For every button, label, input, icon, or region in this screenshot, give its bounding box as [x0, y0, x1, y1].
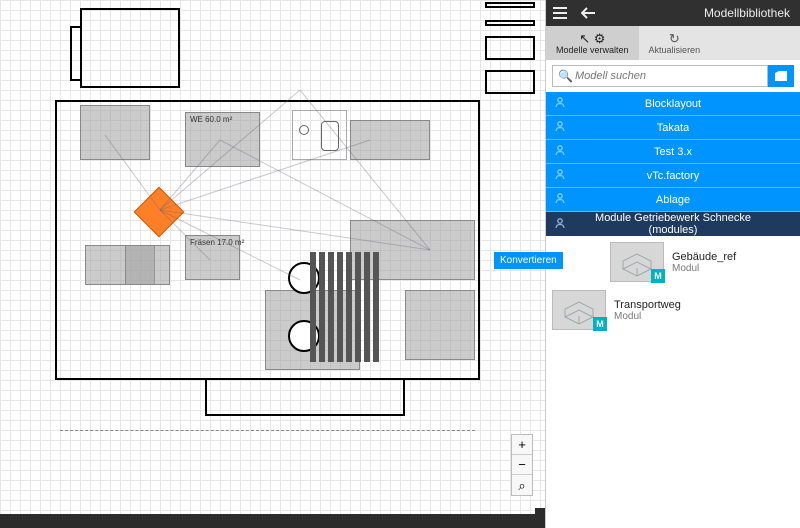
zone[interactable]: WE 60.0 m² — [185, 112, 260, 167]
user-icon — [546, 192, 574, 207]
sidebar: Modellbibliothek ↖ ⚙ Modelle verwalten ↻… — [545, 0, 800, 528]
category-list: Blocklayout Takata Test 3.x vTc.factory Abla… — [546, 92, 800, 236]
zone[interactable] — [405, 290, 475, 360]
model-type: Modul — [614, 311, 681, 322]
zoom-out-button[interactable]: − — [512, 455, 532, 475]
tab-refresh[interactable]: ↻ Aktualisieren — [639, 26, 711, 60]
sidebar-tabs: ↖ ⚙ Modelle verwalten ↻ Aktualisieren — [546, 26, 800, 60]
category-row[interactable]: Ablage — [546, 188, 800, 212]
zone[interactable] — [350, 120, 430, 160]
category-label: Ablage — [574, 194, 800, 206]
model-item[interactable]: KonvertierenMGebäude_refModul — [552, 242, 794, 282]
model-name: Gebäude_ref — [672, 251, 736, 263]
zone[interactable]: Fräsen 17.0 m² — [185, 235, 240, 280]
model-thumbnail: M — [610, 242, 664, 282]
user-icon — [546, 120, 574, 135]
model-badge: M — [593, 317, 607, 331]
model-thumbnail: M — [552, 290, 606, 330]
cursor-gear-icon: ↖ ⚙ — [579, 32, 605, 45]
zoom-fit-button[interactable]: ⌕ — [512, 475, 532, 495]
zone-label: Fräsen 17.0 m² — [190, 238, 244, 247]
model-type: Modul — [672, 263, 736, 274]
machine-row — [310, 252, 379, 362]
refresh-icon: ↻ — [669, 32, 680, 45]
parking-bay — [292, 110, 347, 160]
search-icon: 🔍 — [558, 69, 573, 83]
model-name: Transportweg — [614, 299, 681, 311]
category-label: vTc.factory — [574, 170, 800, 182]
search-bar: 🔍 — [546, 60, 800, 92]
zone[interactable] — [80, 105, 150, 160]
footer-bar — [0, 514, 545, 528]
tab-label: Modelle verwalten — [556, 45, 629, 55]
user-icon — [546, 168, 574, 183]
sidebar-titlebar: Modellbibliothek — [546, 0, 800, 26]
tab-label: Aktualisieren — [649, 45, 701, 55]
category-row[interactable]: vTc.factory — [546, 164, 800, 188]
category-label: Test 3.x — [574, 146, 800, 158]
tab-manage-models[interactable]: ↖ ⚙ Modelle verwalten — [546, 26, 639, 60]
category-row[interactable]: Blocklayout — [546, 92, 800, 116]
category-label: Module Getriebewerk Schnecke (modules) — [574, 212, 800, 236]
category-row[interactable]: Takata — [546, 116, 800, 140]
zoom-in-button[interactable]: + — [512, 435, 532, 455]
user-icon — [546, 96, 574, 111]
model-item[interactable]: M TransportwegModul — [552, 290, 794, 330]
convert-badge[interactable]: Konvertieren — [494, 252, 563, 269]
zone[interactable] — [125, 245, 170, 285]
search-open-button[interactable] — [768, 65, 794, 87]
user-icon — [546, 217, 574, 232]
menu-icon[interactable] — [546, 0, 574, 26]
model-list: KonvertierenMGebäude_refModulMTransportw… — [546, 236, 800, 336]
back-icon[interactable] — [574, 0, 602, 26]
search-input[interactable] — [552, 65, 768, 87]
app-root: WE 60.0 m² Fräsen 17.0 m² + − ⌕ Modellbib… — [0, 0, 800, 528]
zone-label: WE 60.0 m² — [190, 115, 232, 124]
zoom-controls: + − ⌕ — [511, 434, 533, 496]
category-row[interactable]: Module Getriebewerk Schnecke (modules) — [546, 212, 800, 236]
sidebar-title: Modellbibliothek — [602, 6, 800, 20]
category-row[interactable]: Test 3.x — [546, 140, 800, 164]
model-badge: M — [651, 269, 665, 283]
category-label: Blocklayout — [574, 98, 800, 110]
floorplan-canvas[interactable]: WE 60.0 m² Fräsen 17.0 m² + − ⌕ — [0, 0, 545, 528]
category-label: Takata — [574, 122, 800, 134]
floorplan: WE 60.0 m² Fräsen 17.0 m² — [0, 0, 545, 528]
user-icon — [546, 144, 574, 159]
